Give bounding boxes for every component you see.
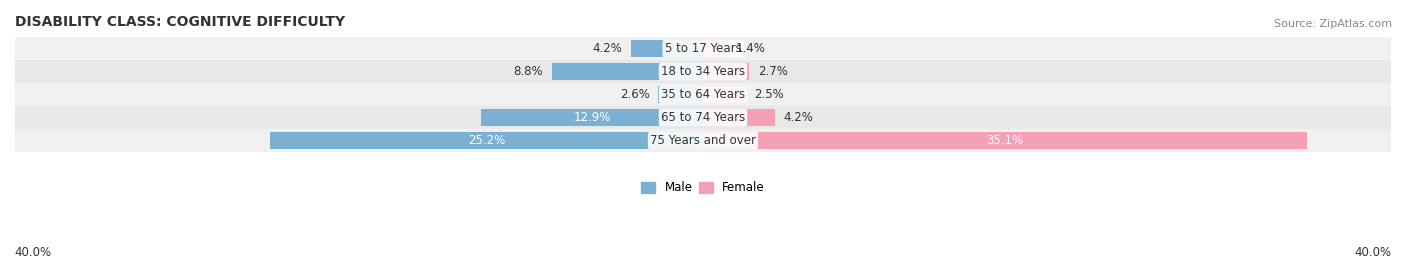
Bar [703, 86, 747, 103]
Text: DISABILITY CLASS: COGNITIVE DIFFICULTY: DISABILITY CLASS: COGNITIVE DIFFICULTY [15, 15, 344, 29]
Text: 2.7%: 2.7% [758, 65, 787, 78]
Bar [15, 129, 1391, 152]
Bar [15, 37, 1391, 60]
Bar [703, 63, 749, 80]
Text: 1.4%: 1.4% [735, 42, 765, 55]
Text: 12.9%: 12.9% [574, 111, 610, 124]
Text: 25.2%: 25.2% [468, 134, 505, 147]
Bar [15, 83, 1391, 106]
Text: 4.2%: 4.2% [592, 42, 623, 55]
Bar [481, 109, 703, 126]
Text: 5 to 17 Years: 5 to 17 Years [665, 42, 741, 55]
Text: 65 to 74 Years: 65 to 74 Years [661, 111, 745, 124]
Bar [551, 63, 703, 80]
Text: 8.8%: 8.8% [513, 65, 543, 78]
Text: 40.0%: 40.0% [14, 246, 51, 259]
Text: 35.1%: 35.1% [986, 134, 1024, 147]
Bar [703, 109, 775, 126]
Text: 35 to 64 Years: 35 to 64 Years [661, 88, 745, 101]
Text: Source: ZipAtlas.com: Source: ZipAtlas.com [1274, 19, 1392, 29]
Text: 18 to 34 Years: 18 to 34 Years [661, 65, 745, 78]
Bar [703, 132, 1306, 149]
Text: 4.2%: 4.2% [783, 111, 814, 124]
Text: 2.5%: 2.5% [755, 88, 785, 101]
Bar [15, 60, 1391, 83]
Text: 75 Years and over: 75 Years and over [650, 134, 756, 147]
Legend: Male, Female: Male, Female [641, 181, 765, 194]
Bar [703, 40, 727, 57]
Text: 40.0%: 40.0% [1355, 246, 1392, 259]
Bar [631, 40, 703, 57]
Bar [658, 86, 703, 103]
Text: 2.6%: 2.6% [620, 88, 650, 101]
Bar [270, 132, 703, 149]
Bar [15, 106, 1391, 129]
